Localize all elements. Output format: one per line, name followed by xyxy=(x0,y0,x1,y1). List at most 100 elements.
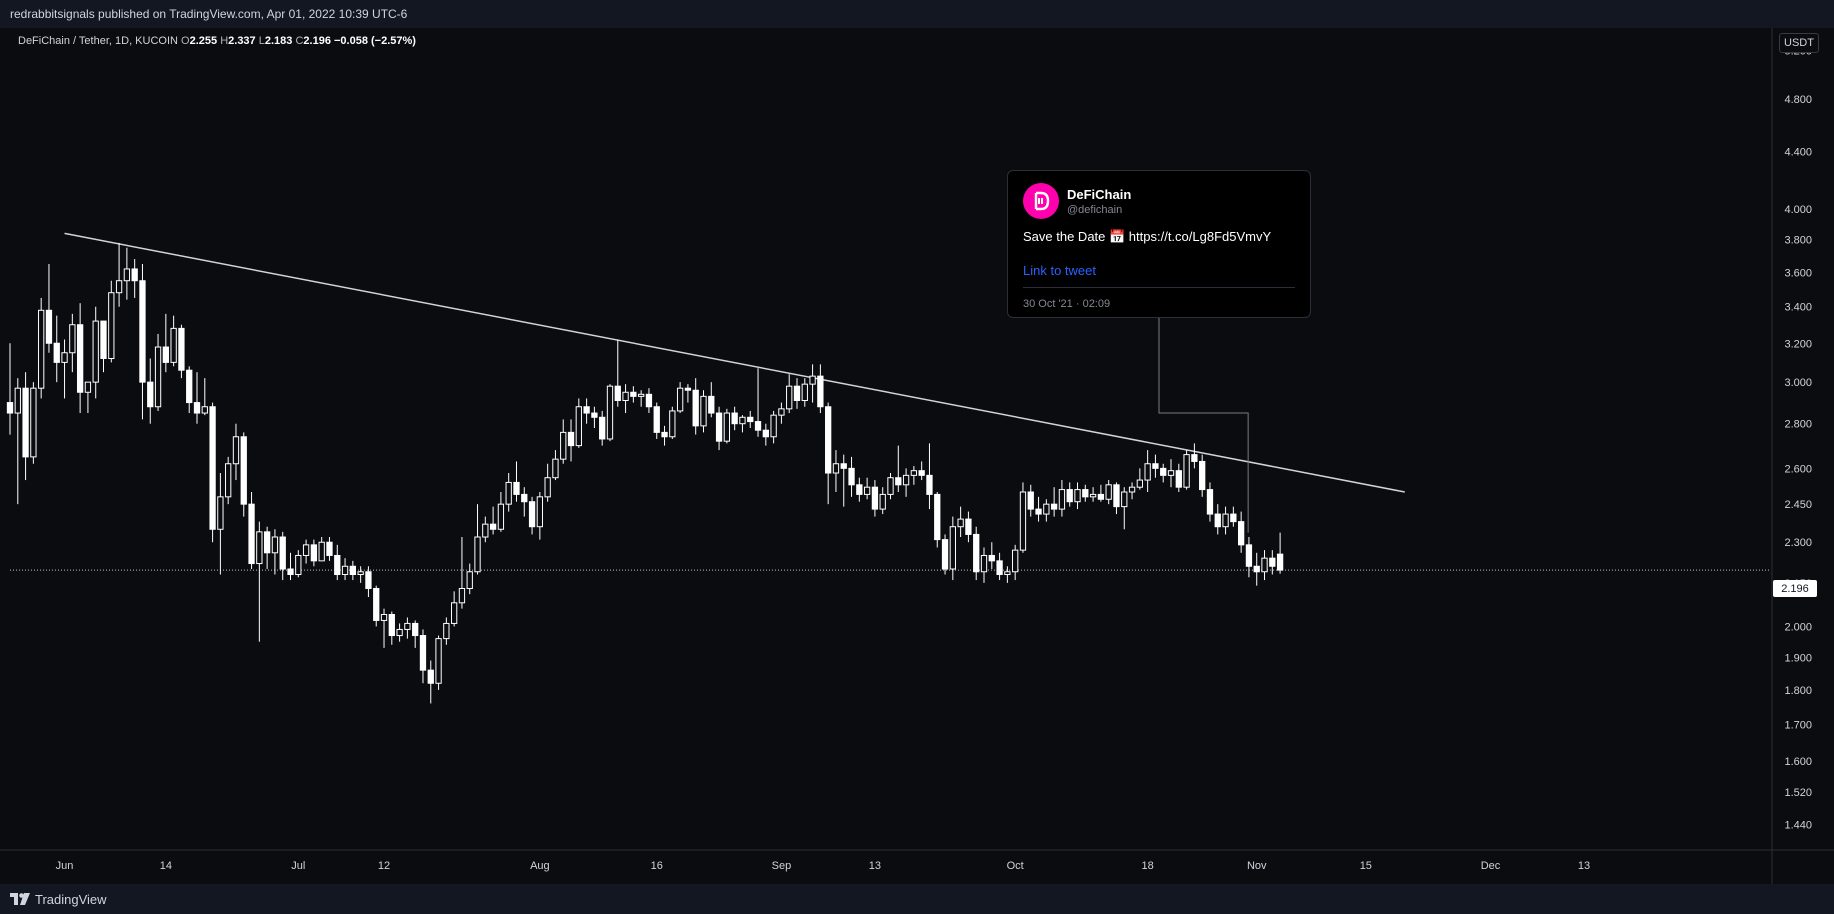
candle-body xyxy=(123,268,131,282)
candle-body xyxy=(1136,479,1143,488)
candle-body xyxy=(310,544,318,562)
candle-body xyxy=(412,622,419,637)
candle-body xyxy=(1276,553,1284,571)
candle-body xyxy=(731,412,738,425)
candle-body xyxy=(1261,557,1268,573)
candle-body xyxy=(708,395,715,414)
candle-body xyxy=(926,474,933,495)
publish-header: redrabbitsignals published on TradingVie… xyxy=(0,0,1834,28)
candle-body xyxy=(762,429,769,438)
candle-body xyxy=(1230,513,1237,523)
change-value: −0.058 (−2.57%) xyxy=(334,35,416,47)
candle-body xyxy=(193,402,201,414)
candle-body xyxy=(396,628,403,637)
candle-body xyxy=(521,493,528,503)
candle-body xyxy=(279,536,286,570)
y-tick-label: 2.300 xyxy=(1784,537,1812,549)
candle-body xyxy=(466,571,473,589)
candle-body xyxy=(1066,489,1073,503)
candle-body xyxy=(1269,557,1276,567)
candle-body xyxy=(497,503,505,530)
footer-bar: TradingView xyxy=(0,884,1834,914)
candle-body xyxy=(973,533,980,573)
candle-body xyxy=(482,523,489,538)
candle-body xyxy=(536,496,544,528)
candle-body xyxy=(318,541,325,562)
candle-body xyxy=(474,536,481,573)
candle-body xyxy=(53,342,60,363)
candle-body xyxy=(1167,470,1175,476)
candle-body xyxy=(61,352,68,363)
tradingview-logo[interactable]: TradingView xyxy=(10,892,107,907)
candle-body xyxy=(575,406,582,447)
x-tick-label: 12 xyxy=(378,860,390,872)
x-tick-label: Nov xyxy=(1247,860,1267,872)
candle-body xyxy=(76,324,84,393)
tweet-link[interactable]: Link to tweet xyxy=(1023,263,1096,278)
candle-body xyxy=(84,381,92,393)
x-tick-label: Oct xyxy=(1007,860,1024,872)
candle-body xyxy=(567,431,575,447)
candle-body xyxy=(1183,454,1190,488)
last-price-tag: 2.196 xyxy=(1773,580,1817,597)
candle-body xyxy=(1222,513,1229,528)
y-tick-label: 1.900 xyxy=(1784,652,1812,664)
candle-body xyxy=(248,503,255,565)
candle-body xyxy=(583,406,590,414)
candle-body xyxy=(754,421,762,431)
tweet-header: DeFiChain @defichain xyxy=(1023,183,1295,219)
candle-body xyxy=(528,501,536,528)
candle-body xyxy=(1206,489,1214,515)
candle-body xyxy=(513,481,520,495)
candle-body xyxy=(1004,571,1011,576)
candle-body xyxy=(1237,521,1245,546)
x-tick-label: 13 xyxy=(1578,860,1590,872)
x-tick-label: 16 xyxy=(651,860,663,872)
candle-body xyxy=(271,536,279,554)
candle-body xyxy=(45,309,53,344)
candle-body xyxy=(1175,470,1182,488)
candle-body xyxy=(599,416,606,440)
y-tick-label: 1.520 xyxy=(1784,787,1812,799)
candle-body xyxy=(69,324,76,354)
candle-body xyxy=(1027,491,1034,510)
trendline[interactable] xyxy=(64,232,1405,493)
candle-body xyxy=(1121,491,1128,508)
tweet-card[interactable]: DeFiChain @defichain Save the Date 📅 htt… xyxy=(1007,170,1311,318)
candle-body xyxy=(934,493,941,541)
x-tick-label: Jul xyxy=(291,860,305,872)
candle-body xyxy=(263,531,271,554)
candle-body xyxy=(170,327,177,363)
candle-body xyxy=(1074,489,1081,503)
defichain-logo-icon xyxy=(1023,183,1059,219)
y-tick-label: 1.700 xyxy=(1784,719,1812,731)
candle-body xyxy=(131,268,138,282)
candle-body xyxy=(232,436,240,465)
plot-background xyxy=(10,28,1771,850)
candle-body xyxy=(186,369,193,404)
y-tick-label: 4.000 xyxy=(1784,204,1812,216)
candle-body xyxy=(988,554,995,562)
y-tick-label: 1.800 xyxy=(1784,685,1812,697)
candle-body xyxy=(622,391,629,401)
candle-body xyxy=(365,571,372,589)
candle-body xyxy=(871,486,879,510)
candle-body xyxy=(863,486,871,495)
candle-body xyxy=(902,474,910,486)
candle-body xyxy=(380,614,388,621)
candle-body xyxy=(22,387,29,458)
candle-body xyxy=(1082,489,1089,498)
candle-body xyxy=(404,622,411,630)
y-tick-label: 3.800 xyxy=(1784,235,1812,247)
candle-body xyxy=(848,467,855,486)
y-tick-label: 3.400 xyxy=(1784,302,1812,314)
tweet-connector-line xyxy=(1158,318,1249,533)
candle-body xyxy=(357,571,364,576)
candle-body xyxy=(225,463,232,498)
candle-body xyxy=(1105,484,1112,500)
currency-badge[interactable]: USDT xyxy=(1779,33,1819,53)
candle-body xyxy=(209,406,216,530)
candle-body xyxy=(786,385,793,410)
candle-body xyxy=(1128,486,1136,493)
